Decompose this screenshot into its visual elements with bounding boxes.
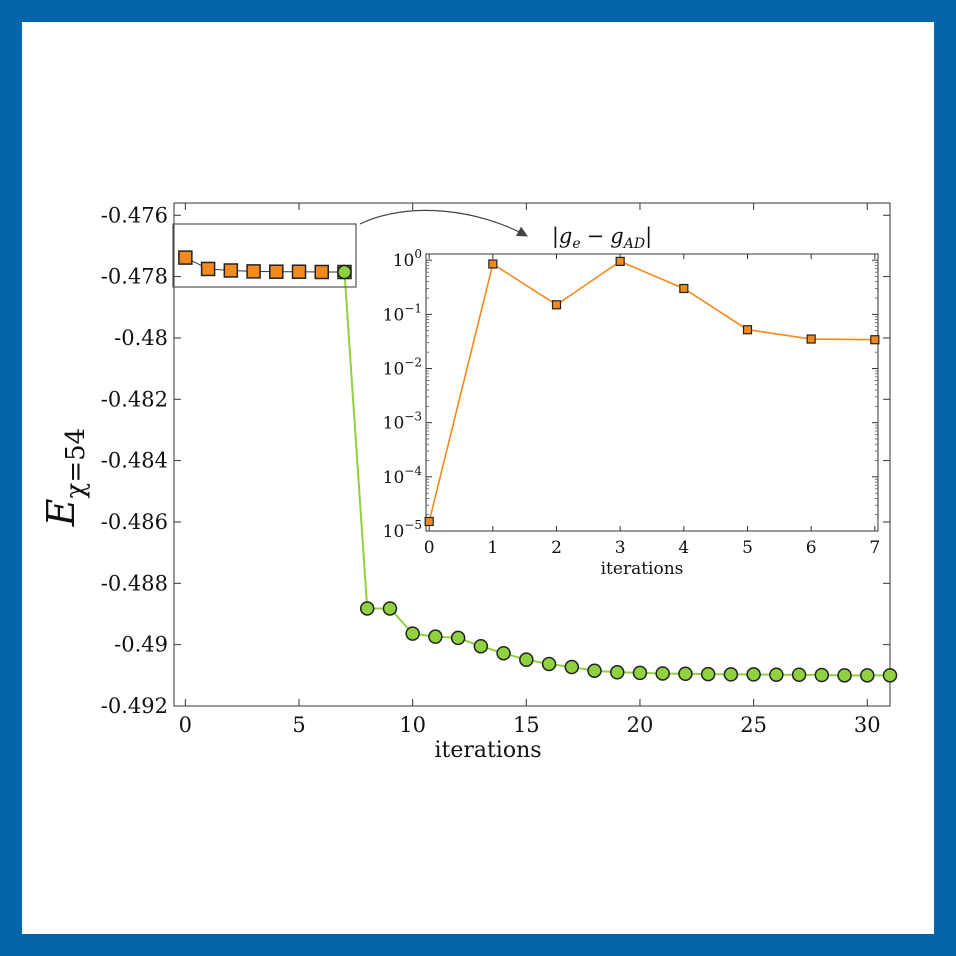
main-y-tick-label: -0.49 [114,633,168,657]
main-y-axis-label-main: E [39,498,83,527]
inset-square-point [679,283,689,294]
inset-title-sub2: AD [622,236,645,252]
main-x-tick-label: 10 [399,713,426,737]
square-point [200,261,216,277]
inset-chart: 0 1 2 3 4 5 6 7 100 10−1 10−2 10−3 10−4 10−5 iterati… [383,224,881,579]
circle-point [519,652,534,667]
inset-x-tick-label: 3 [615,538,626,558]
figure: 0 5 10 15 20 25 30 -0.476-0.478-0.48-0.482-0.4… [39,202,898,763]
main-y-axis-label: Eχ=54 [39,428,91,527]
inset-square-point [424,516,434,527]
figure-frame: 0 5 10 15 20 25 30 -0.476 -0.478 -0.48 -0.482 -0.4… [22,22,934,934]
circle-point [473,638,489,654]
main-x-tick-label: 20 [627,713,654,737]
circle-point [769,667,784,682]
circle-point [860,668,875,683]
main-x-tick-label: 25 [740,713,767,737]
inset-title-g1: g [559,224,572,248]
inset-y-tick-label: 100 [393,247,422,271]
inset-series [424,256,880,527]
main-x-tick-label: 30 [854,713,881,737]
main-y-tick-label: -0.492 [101,694,168,718]
square-point [178,250,193,265]
circle-point [541,656,557,672]
inset-y-tick-label: 10−4 [383,464,423,488]
circle-point [882,668,898,683]
inset-square-point [551,300,562,310]
inset-x-tick-label: 0 [424,538,435,558]
square-point [291,264,307,279]
square-point [314,264,329,280]
circle-point [405,626,420,641]
inset-title-g2: g [610,224,623,248]
circle-point [382,601,398,616]
inset-title-minus: − [587,224,605,248]
circle-point [450,630,466,646]
inset-x-tick-label: 2 [551,538,562,558]
inset-series-line [428,260,875,522]
main-y-tick-label: -0.478 [101,265,168,289]
inset-x-tick-label: 1 [487,538,498,558]
inset-square-point [742,325,753,335]
circle-point [723,667,739,682]
inset-y-tick-label: 10−5 [383,518,422,542]
circle-point [814,667,830,683]
circle-point [359,601,375,616]
circle-point [428,629,443,644]
circle-point [746,667,761,682]
inset-x-tick-label: 7 [869,538,880,558]
inset-x-tick-label: 6 [806,538,817,558]
main-y-axis-label-subscript: χ=54 [61,428,91,499]
main-chart: 0 5 10 15 20 25 30 -0.476-0.478-0.48-0.482-0.4… [39,202,898,763]
square-point [246,264,261,279]
inset-y-axis: 100 10−1 10−2 10−3 10−4 10−5 [383,247,878,542]
main-y-tick-label: -0.488 [101,571,168,595]
inset-y-tick-label: 10−3 [383,410,422,434]
circle-point [587,663,602,678]
main-series [178,250,898,683]
inset-title: |ge − gAD| [552,224,652,252]
circle-point [496,645,511,661]
inset-x-axis: 0 1 2 3 4 5 6 7 [424,254,880,558]
circle-point [700,666,716,682]
main-y-tick-label: -0.476 [101,203,168,227]
inset-x-tick-label: 5 [742,538,753,558]
main-plot-area [173,202,891,707]
inset-y-tick-label: 10−2 [383,356,422,380]
main-x-tick-label: 15 [513,713,540,737]
inset-plot-background [426,254,878,531]
circle-point [837,668,852,683]
circle-point [678,666,693,682]
inset-square-point [488,259,498,269]
inset-square-point [870,335,880,345]
main-y-tick-label: -0.482 [101,387,168,411]
inset-title-sub1: e [572,236,580,252]
main-y-axis: -0.476 -0.478 -0.48 -0.482 -0.484 -0.486 -0.48… [101,203,890,718]
circle-point [609,665,625,680]
inset-plot-area [425,253,879,532]
square-point [223,263,239,278]
main-y-tick-label: -0.486 [101,510,168,534]
main-y-tick-label: -0.48 [114,326,168,350]
inset-y-tick-label: 10−1 [383,301,422,325]
square-point [269,264,284,279]
circle-point [655,666,670,681]
inset-square-point [615,256,625,266]
main-x-axis-label: iterations [434,738,541,763]
inset-square-point [806,334,816,344]
zoom-arrow [359,209,528,237]
main-x-tick-label: 0 [179,713,192,737]
zoom-box [172,223,357,288]
circle-point [337,264,352,280]
inset-title-bar-right: | [645,224,652,249]
circle-point [564,659,580,675]
main-x-axis: 0 5 10 15 20 25 30 [179,203,881,737]
main-y-tick-label: -0.484 [101,449,168,473]
circle-point [791,667,807,682]
inset-x-axis-label: iterations [601,559,684,579]
inset-x-tick-label: 4 [678,538,689,558]
circle-point [632,665,648,681]
main-x-tick-label: 5 [292,713,305,737]
inset-title-bar-left: | [552,224,559,249]
